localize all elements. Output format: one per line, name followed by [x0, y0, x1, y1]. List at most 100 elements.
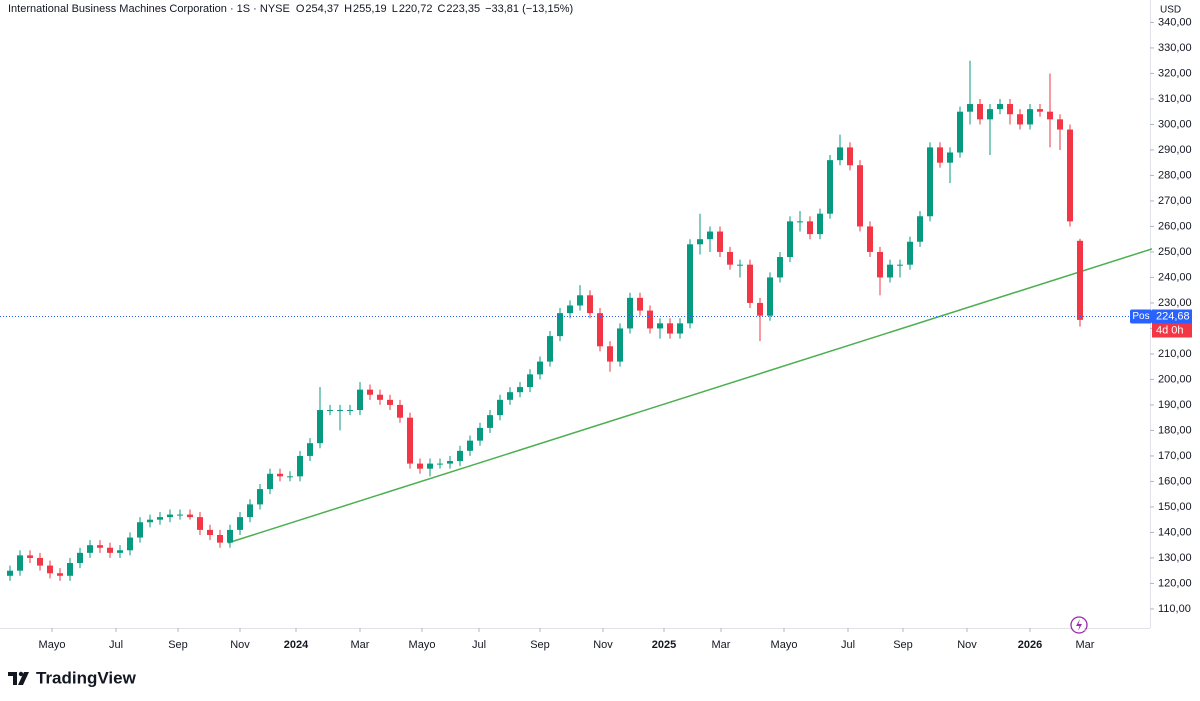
candle-body	[477, 427, 483, 441]
candle-body	[937, 147, 943, 163]
x-tick-label: Mayo	[409, 639, 436, 651]
candle-body	[847, 147, 853, 166]
candle-body	[137, 522, 143, 538]
candle-body	[107, 547, 113, 553]
candle-body	[87, 545, 93, 553]
y-tick-label: 330,00	[1158, 42, 1192, 54]
y-tick-label: 230,00	[1158, 297, 1192, 309]
y-tick-label: 180,00	[1158, 424, 1192, 436]
ohlc-legend: O 254,37 H 255,19 L 220,72 C 223,35 −33,81 (−13,…	[296, 3, 573, 15]
candle-body	[627, 297, 633, 329]
symbol-title: International Business Machines Corporat…	[8, 3, 290, 15]
x-tick-label: Nov	[593, 639, 613, 651]
candle-body	[237, 517, 243, 530]
candle-body	[617, 328, 623, 362]
y-tick-label: 120,00	[1158, 577, 1192, 589]
ohlc-value: 254,37	[305, 3, 339, 15]
candle-body	[607, 346, 613, 362]
candle-body	[557, 313, 563, 337]
candle-body	[227, 529, 233, 543]
candle-body	[37, 557, 43, 566]
candle-body	[697, 239, 703, 245]
candle-body	[167, 514, 173, 518]
candle-body	[727, 251, 733, 265]
candle-body	[397, 404, 403, 418]
candle-body	[797, 221, 803, 223]
candle-body	[1067, 129, 1073, 222]
candle-body	[257, 489, 263, 505]
candle-body	[117, 550, 123, 553]
candle-body	[487, 415, 493, 428]
candle-body	[817, 213, 823, 235]
candle-body	[587, 295, 593, 314]
candle-body	[637, 297, 643, 311]
candle-body	[217, 534, 223, 543]
x-tick-label: Mar	[712, 639, 731, 651]
countdown-box	[1152, 323, 1192, 338]
candle-body	[1037, 109, 1043, 112]
candle-body	[597, 313, 603, 347]
y-tick-label: 150,00	[1158, 501, 1192, 513]
candle-body	[317, 410, 323, 444]
y-tick-label: 280,00	[1158, 169, 1192, 181]
candle-body	[467, 440, 473, 451]
price-tag-box	[1130, 309, 1152, 324]
y-tick-label: 110,00	[1158, 603, 1191, 615]
candle-body	[57, 573, 63, 576]
y-tick-label: 160,00	[1158, 475, 1192, 487]
logo-dot	[18, 671, 24, 677]
price-label-box	[1152, 309, 1192, 324]
candle-body	[7, 570, 13, 576]
candle-body	[437, 463, 443, 465]
price-tag: Pos	[1132, 311, 1149, 322]
candle-body	[757, 302, 763, 316]
candle-body	[127, 537, 133, 551]
candle-body	[907, 241, 913, 265]
candle-body	[867, 226, 873, 252]
x-tick-label: Jul	[841, 639, 855, 651]
candle-body	[717, 231, 723, 252]
candle-body	[307, 443, 313, 456]
currency: USD	[1160, 5, 1181, 16]
candle-body	[987, 109, 993, 120]
candle-body	[947, 152, 953, 163]
candle-body	[357, 389, 363, 411]
candle-body	[337, 410, 343, 412]
candle-body	[997, 104, 1003, 110]
candle-body	[367, 389, 373, 395]
ohlc-value: 220,72	[399, 3, 433, 15]
candle-body	[97, 545, 103, 548]
x-tick-label: Mar	[1076, 639, 1095, 651]
ohlc-key: L	[392, 3, 398, 15]
candle-body	[1007, 104, 1013, 115]
candle-body	[677, 323, 683, 334]
candle-body	[1077, 240, 1083, 320]
x-tick-label: Sep	[530, 639, 550, 651]
y-tick-label: 130,00	[1158, 552, 1192, 564]
x-tick-label: Jul	[472, 639, 486, 651]
candle-body	[827, 160, 833, 214]
candle-body	[347, 410, 353, 412]
candle-body	[1047, 111, 1053, 120]
x-tick-label: 2026	[1018, 639, 1042, 651]
y-tick-label: 200,00	[1158, 373, 1192, 385]
event-bolt	[1076, 619, 1082, 631]
candle-body	[407, 417, 413, 464]
candle-body	[567, 305, 573, 314]
candle-body	[857, 165, 863, 227]
candle-body	[457, 450, 463, 462]
candle-body	[77, 552, 83, 564]
logo-shape	[18, 672, 29, 685]
ohlc-key: O	[296, 3, 305, 15]
candle-body	[27, 555, 33, 558]
candle-body	[957, 111, 963, 153]
candle-body	[1057, 119, 1063, 130]
candle-body	[877, 251, 883, 278]
x-tick-label: Sep	[893, 639, 913, 651]
x-tick-label: Mayo	[39, 639, 66, 651]
candle-body	[177, 514, 183, 516]
candle-body	[1017, 114, 1023, 125]
x-tick-label: Nov	[957, 639, 977, 651]
candle-body	[537, 361, 543, 375]
y-tick-label: 170,00	[1158, 450, 1192, 462]
